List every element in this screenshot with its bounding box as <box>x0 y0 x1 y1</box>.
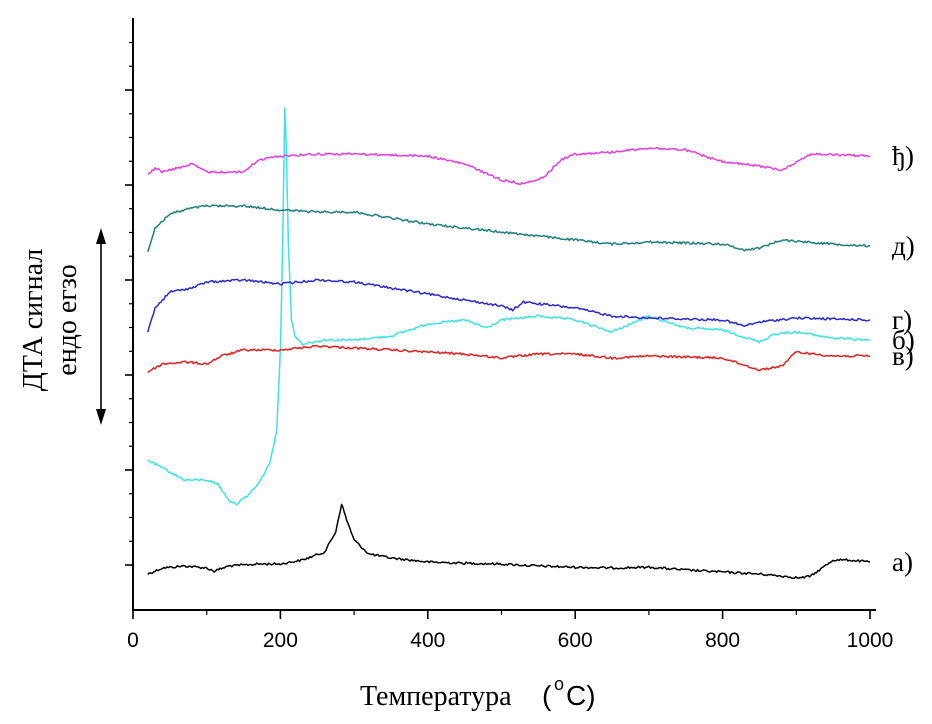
series-line-4 <box>146 204 871 253</box>
x-axis-unit-degree: o <box>554 674 564 694</box>
x-axis-title: Температура <box>360 681 512 712</box>
x-tick-label: 200 <box>263 629 298 652</box>
series-line-5 <box>147 146 871 186</box>
y-axis-title-line2: ендо егзо <box>52 264 83 375</box>
series-line-1 <box>147 107 871 506</box>
series-label-1: б) <box>892 325 915 355</box>
y-axis-label: ДТА сигнал ендо егзо <box>18 228 106 425</box>
axes: 0 200 400 600 800 1000 <box>125 18 893 652</box>
x-tick-label: 0 <box>127 629 139 652</box>
series-label-4: д) <box>892 231 915 261</box>
series-label-5: ђ) <box>892 141 914 171</box>
series-label-0: а) <box>892 547 913 577</box>
x-tick-label: 600 <box>558 629 593 652</box>
y-axis-title-line1: ДТА сигнал <box>18 249 49 392</box>
x-tick-label: 1000 <box>847 629 894 652</box>
series-line-0 <box>147 503 871 580</box>
series-label-2: в) <box>892 341 914 371</box>
x-tick-label: 400 <box>410 629 445 652</box>
x-axis-label: Температура ( o C) <box>360 674 596 712</box>
series-group <box>146 107 871 580</box>
x-tick-label: 800 <box>705 629 740 652</box>
series-line-3 <box>146 278 871 333</box>
series-line-2 <box>147 344 871 374</box>
series-labels: а) б)в) г) д) ђ) <box>892 141 915 577</box>
endo-exo-arrow <box>96 228 106 425</box>
series-label-3: г) <box>892 305 912 335</box>
x-axis-unit-open: ( <box>542 680 552 711</box>
x-axis-unit: C) <box>566 680 596 711</box>
